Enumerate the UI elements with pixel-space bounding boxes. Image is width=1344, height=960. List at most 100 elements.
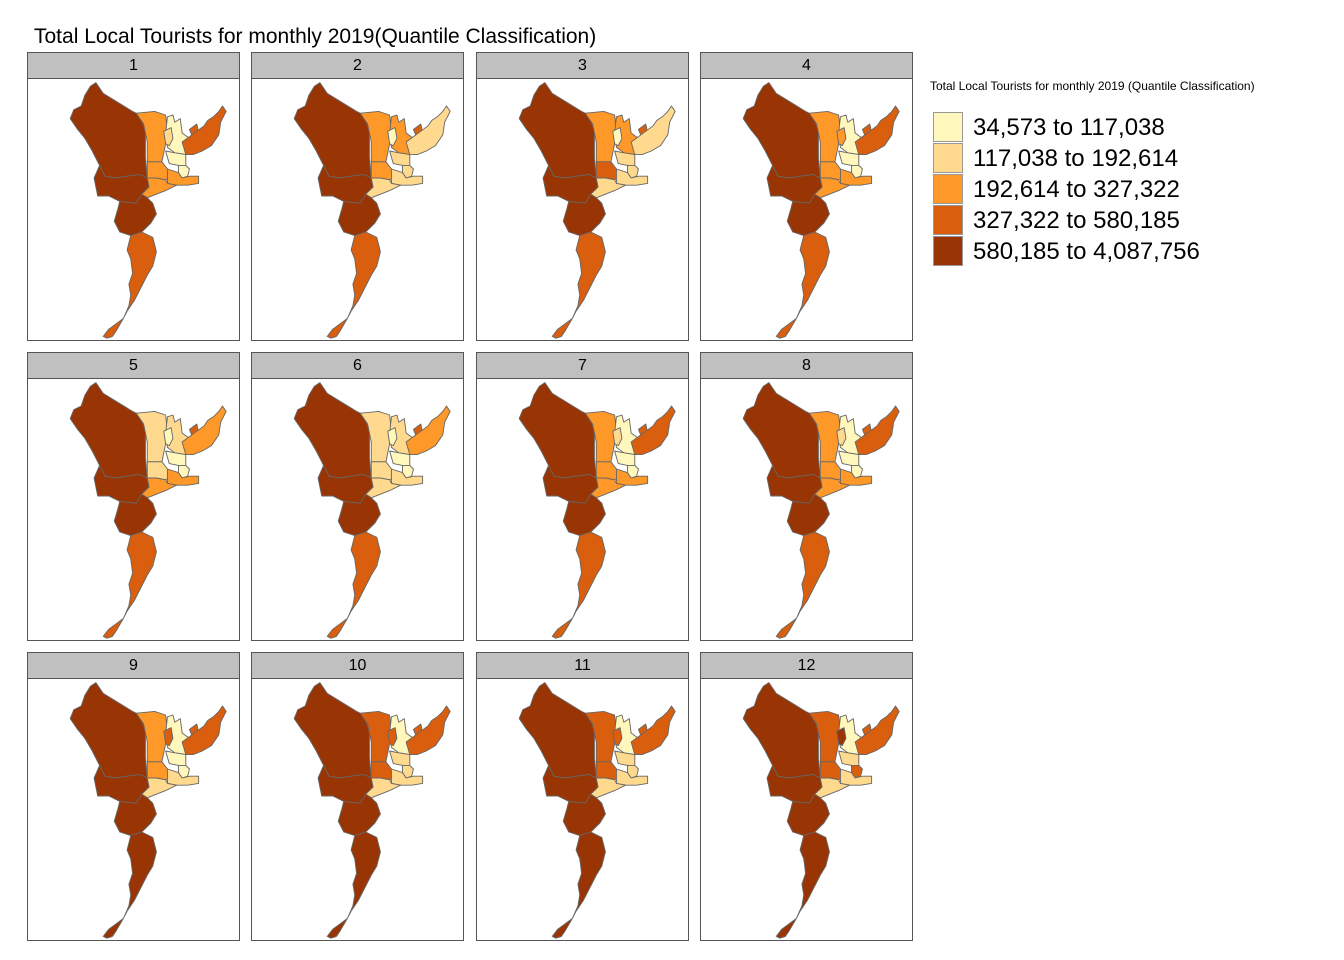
district-region: [293, 82, 372, 179]
district-region: [181, 105, 227, 156]
district-region: [163, 727, 174, 747]
map-panel-7: 7: [476, 352, 689, 641]
district-region: [102, 231, 157, 339]
panel-label: 8: [700, 352, 913, 379]
district-region: [181, 705, 227, 756]
district-region: [854, 705, 900, 756]
district-region: [387, 127, 398, 147]
district-region: [113, 493, 157, 537]
district-region: [562, 493, 606, 537]
choropleth-map: [293, 82, 451, 339]
district-region: [135, 710, 168, 763]
panel-label: 6: [251, 352, 464, 379]
district-region: [365, 477, 402, 499]
district-region: [405, 405, 451, 456]
panel-label: 12: [700, 652, 913, 679]
choropleth-map: [742, 82, 900, 339]
district-region: [786, 193, 830, 237]
choropleth-map: [69, 682, 227, 939]
legend-label: 580,185 to 4,087,756: [973, 238, 1200, 265]
map-frame: [476, 678, 689, 941]
district-region: [590, 777, 627, 799]
panel-label: 9: [27, 652, 240, 679]
panel-label: 4: [700, 52, 913, 79]
district-region: [808, 110, 841, 163]
legend-swatch: [933, 205, 963, 235]
district-region: [742, 382, 821, 479]
legend-label: 192,614 to 327,322: [973, 176, 1180, 203]
legend-swatch: [933, 143, 963, 173]
panel-label: 2: [251, 52, 464, 79]
panel-label: 11: [476, 652, 689, 679]
district-region: [69, 382, 148, 479]
map-panel-3: 3: [476, 52, 689, 341]
district-region: [113, 793, 157, 837]
district-region: [135, 110, 168, 163]
district-region: [551, 231, 606, 339]
district-region: [69, 682, 148, 779]
district-region: [163, 127, 174, 147]
district-region: [141, 477, 178, 499]
map-panel-9: 9: [27, 652, 240, 941]
district-region: [836, 127, 847, 147]
district-region: [584, 410, 617, 463]
district-region: [612, 427, 623, 447]
legend-swatch: [933, 112, 963, 142]
map-frame: [251, 378, 464, 641]
district-region: [337, 493, 381, 537]
district-region: [337, 793, 381, 837]
district-region: [836, 427, 847, 447]
legend-swatch: [933, 174, 963, 204]
district-region: [359, 710, 392, 763]
choropleth-map: [518, 682, 676, 939]
district-region: [326, 831, 381, 939]
district-region: [786, 493, 830, 537]
choropleth-map: [293, 682, 451, 939]
district-region: [518, 682, 597, 779]
district-region: [365, 777, 402, 799]
district-region: [135, 410, 168, 463]
district-region: [293, 682, 372, 779]
choropleth-map: [293, 382, 451, 639]
district-region: [584, 110, 617, 163]
map-panel-8: 8: [700, 352, 913, 641]
map-panel-10: 10: [251, 652, 464, 941]
district-region: [359, 110, 392, 163]
district-region: [814, 177, 851, 199]
district-region: [181, 405, 227, 456]
district-region: [326, 531, 381, 639]
district-region: [836, 727, 847, 747]
district-region: [786, 793, 830, 837]
district-region: [775, 831, 830, 939]
choropleth-map: [69, 82, 227, 339]
map-frame: [476, 378, 689, 641]
district-region: [562, 193, 606, 237]
panel-label: 1: [27, 52, 240, 79]
district-region: [808, 710, 841, 763]
district-region: [612, 727, 623, 747]
district-region: [405, 105, 451, 156]
district-region: [630, 105, 676, 156]
legend-label: 327,322 to 580,185: [973, 207, 1180, 234]
map-frame: [700, 378, 913, 641]
legend-label: 117,038 to 192,614: [973, 145, 1179, 172]
district-region: [630, 705, 676, 756]
district-region: [102, 831, 157, 939]
district-region: [814, 477, 851, 499]
panel-label: 10: [251, 652, 464, 679]
map-panel-4: 4: [700, 52, 913, 341]
district-region: [562, 793, 606, 837]
map-panel-11: 11: [476, 652, 689, 941]
district-region: [163, 427, 174, 447]
map-frame: [251, 78, 464, 341]
district-region: [337, 193, 381, 237]
map-panel-1: 1: [27, 52, 240, 341]
map-frame: [700, 78, 913, 341]
district-region: [387, 427, 398, 447]
map-panel-5: 5: [27, 352, 240, 641]
district-region: [551, 531, 606, 639]
choropleth-map: [518, 382, 676, 639]
choropleth-map: [742, 382, 900, 639]
district-region: [141, 777, 178, 799]
map-panel-2: 2: [251, 52, 464, 341]
